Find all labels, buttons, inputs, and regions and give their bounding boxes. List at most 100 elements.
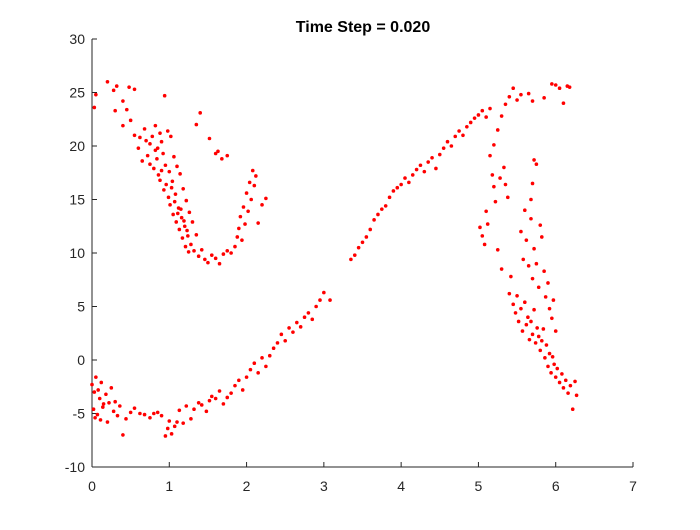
data-point (536, 285, 541, 290)
data-point (156, 173, 161, 177)
data-point (529, 197, 533, 202)
data-point (140, 159, 145, 163)
data-point (457, 129, 461, 133)
data-point (519, 92, 523, 97)
data-point (287, 326, 291, 330)
data-point (507, 94, 512, 99)
data-point (519, 229, 523, 234)
data-point (207, 136, 212, 141)
data-point (368, 227, 373, 232)
data-point (449, 144, 454, 148)
data-point (124, 417, 128, 421)
data-point (248, 367, 253, 372)
data-point (430, 155, 434, 160)
data-point (526, 264, 531, 268)
data-point (153, 148, 158, 153)
data-point (181, 421, 185, 425)
data-point (152, 411, 156, 416)
data-point (488, 153, 492, 158)
data-point (521, 257, 526, 262)
data-point (314, 304, 318, 309)
data-point (209, 253, 214, 257)
data-point (167, 419, 172, 423)
data-point (225, 249, 230, 253)
data-point (96, 388, 100, 392)
data-point (182, 224, 187, 229)
data-point (221, 252, 226, 256)
data-point (264, 196, 268, 201)
data-point (104, 392, 108, 397)
data-point (172, 424, 177, 429)
y-tick-label: -5 (73, 406, 86, 422)
data-point (175, 211, 180, 216)
data-point (184, 404, 189, 408)
data-point (399, 182, 403, 187)
data-point (418, 163, 423, 168)
data-point (158, 131, 162, 135)
data-point (240, 238, 244, 242)
y-tick-label: 15 (69, 192, 85, 208)
data-point (184, 198, 189, 203)
data-point (158, 178, 162, 183)
data-point (267, 353, 272, 358)
data-point (271, 346, 276, 351)
data-point (216, 149, 220, 154)
data-point (148, 162, 152, 166)
data-point (163, 163, 168, 168)
data-point (179, 207, 183, 211)
data-point (426, 160, 430, 164)
data-point (155, 410, 160, 415)
data-point (256, 371, 260, 375)
data-point (132, 133, 137, 138)
data-point (144, 138, 148, 143)
data-point (291, 330, 295, 334)
data-point (250, 168, 255, 173)
data-point (229, 251, 233, 255)
data-point (159, 413, 164, 418)
data-point (298, 325, 303, 329)
data-point (159, 168, 164, 173)
data-point (542, 269, 546, 273)
data-point (128, 118, 133, 123)
data-point (563, 378, 568, 383)
data-point (550, 316, 554, 321)
data-point (509, 274, 513, 279)
data-point (516, 319, 521, 324)
data-point (383, 204, 388, 208)
data-point (115, 413, 120, 418)
data-point (523, 300, 527, 305)
data-point (391, 189, 396, 193)
data-point (93, 415, 97, 420)
data-point (328, 298, 332, 302)
data-point (275, 341, 280, 345)
data-point (199, 403, 204, 407)
data-point (113, 108, 117, 113)
data-point (243, 222, 247, 226)
data-point (526, 91, 531, 96)
data-point (162, 93, 167, 98)
data-point (468, 120, 473, 125)
data-point (536, 334, 541, 339)
data-point (163, 434, 168, 438)
data-point (252, 183, 257, 188)
data-point (526, 315, 530, 320)
data-point (484, 115, 488, 119)
data-point (513, 311, 518, 315)
data-point (318, 298, 322, 302)
data-point (111, 409, 116, 414)
data-point (403, 176, 407, 180)
data-point (574, 393, 579, 398)
data-point (247, 180, 252, 185)
data-point (546, 364, 550, 369)
data-point (549, 371, 553, 375)
data-point (213, 396, 218, 401)
data-point (107, 401, 111, 405)
data-point (194, 233, 199, 237)
data-point (132, 87, 137, 92)
data-point (356, 245, 361, 250)
data-point (453, 134, 458, 139)
data-point (527, 337, 532, 342)
data-point (94, 92, 98, 97)
data-point (511, 302, 516, 307)
data-point (461, 133, 465, 138)
